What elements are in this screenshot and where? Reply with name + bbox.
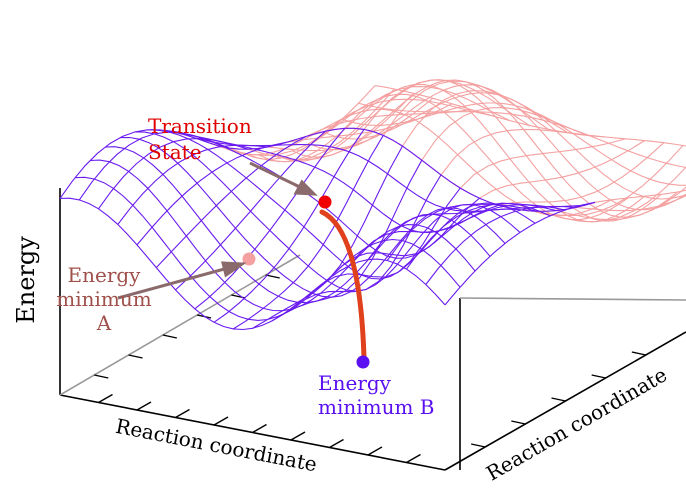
mesh-line <box>179 132 566 233</box>
mesh-line <box>341 102 686 186</box>
mesh-line <box>226 108 612 217</box>
mesh-line <box>325 92 686 200</box>
arrows <box>117 161 318 300</box>
ticks <box>94 274 646 464</box>
tick <box>406 453 421 464</box>
tick <box>252 423 267 434</box>
mesh-line <box>194 137 581 212</box>
tick <box>213 416 229 426</box>
tick <box>329 438 344 449</box>
mesh-line <box>104 146 491 304</box>
label: minimum <box>56 287 151 311</box>
mesh-line <box>292 79 678 218</box>
arrow <box>249 161 303 190</box>
back-axis <box>59 254 301 396</box>
tick <box>128 354 143 359</box>
mesh-line <box>59 197 446 331</box>
surface-front <box>59 127 596 331</box>
tick <box>471 443 486 448</box>
mesh-line <box>358 102 686 169</box>
arrow-head <box>293 179 318 196</box>
mesh-line <box>164 129 551 259</box>
axis-label: Reaction coordinate <box>482 362 671 485</box>
label: Transition <box>148 114 252 138</box>
tick <box>265 274 280 279</box>
tick <box>94 374 109 379</box>
tick <box>367 446 383 456</box>
label: A <box>96 311 112 335</box>
mesh-line <box>74 176 461 321</box>
reaction-path <box>319 209 367 361</box>
tick <box>162 334 178 339</box>
mesh-line <box>479 140 645 199</box>
tick <box>175 408 190 419</box>
mesh-line <box>119 136 506 298</box>
tick <box>290 431 306 441</box>
tick <box>591 374 606 379</box>
mesh-line <box>89 159 476 312</box>
axis-label: Energy <box>12 236 40 324</box>
minimum-a-dot <box>242 252 256 266</box>
tick <box>551 397 566 402</box>
arrow-head <box>221 261 247 278</box>
mesh-line <box>149 129 536 280</box>
tick <box>136 401 152 411</box>
label: Energy <box>68 263 142 287</box>
minimum-b-dot <box>356 355 370 369</box>
label: Energy <box>318 371 392 395</box>
tick <box>511 420 526 425</box>
mesh-line <box>374 84 686 147</box>
tick <box>631 351 646 356</box>
label: minimum B <box>318 395 435 419</box>
mesh-line <box>134 131 521 292</box>
label: State <box>148 140 202 164</box>
tick <box>98 393 113 404</box>
back-axis <box>459 297 686 301</box>
arrow <box>117 266 229 300</box>
mesh-line <box>209 127 596 212</box>
transition-state-dot <box>318 195 332 209</box>
mesh-line <box>275 79 662 222</box>
